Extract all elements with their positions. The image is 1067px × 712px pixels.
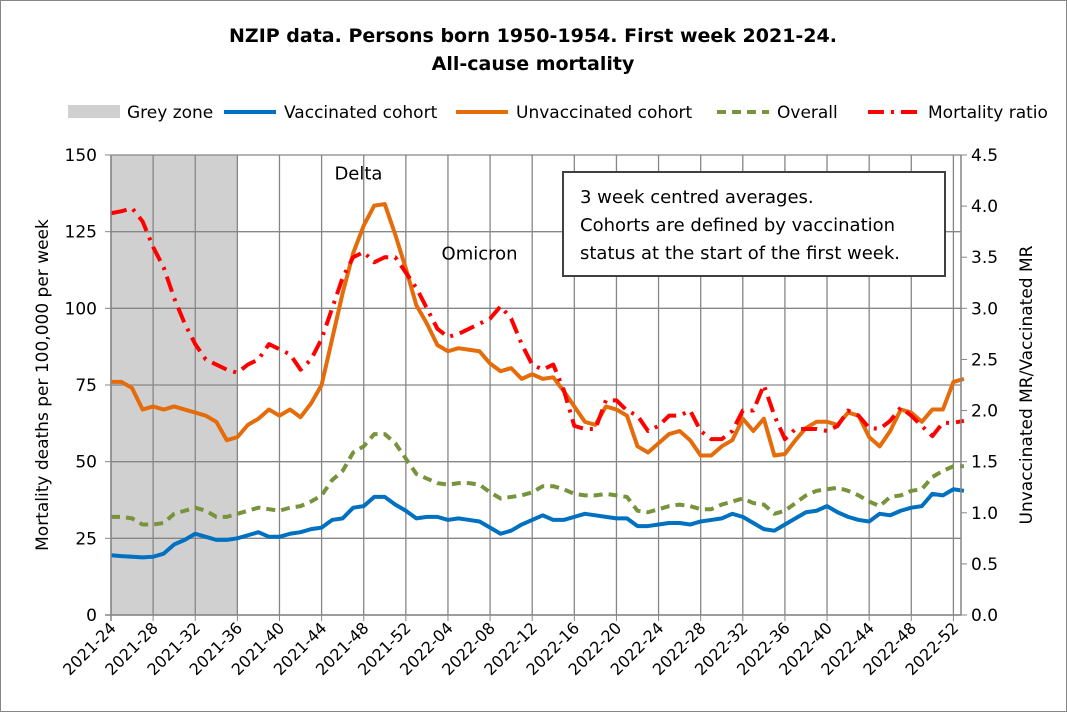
series-group: [110, 202, 965, 560]
legend-label-mortality-ratio: Mortality ratio: [928, 103, 1048, 123]
series-line-unvaccinated-cohort: [111, 202, 965, 458]
note-line-3: status at the start of the first week.: [580, 243, 900, 264]
annotations: Delta Omicron: [334, 164, 517, 265]
series-line-vaccinated-cohort: [110, 487, 965, 560]
chart-title-line1: NZIP data. Persons born 1950-1954. First…: [229, 25, 837, 47]
note-box: 3 week centred averages. Cohorts are def…: [562, 171, 946, 277]
y-tick-label: 100: [65, 299, 97, 319]
y2-tick-label: 2.5: [971, 350, 998, 370]
legend-label-grey-zone: Grey zone: [127, 103, 213, 123]
annotation-omicron: Omicron: [442, 243, 518, 264]
legend-swatch-grey-zone: [68, 105, 120, 118]
y-tick-label: 50: [75, 453, 97, 473]
chart-title-line2: All-cause mortality: [432, 53, 635, 75]
y2-tick-label: 0.5: [971, 555, 998, 575]
y2-axis-label: Unvaccinated MR/Vaccinated MR: [1017, 245, 1037, 524]
y-tick-label: 25: [75, 529, 97, 549]
note-box-border: [562, 171, 946, 277]
series-line-mortality-ratio: [110, 206, 965, 442]
y-tick-label: 0: [86, 606, 97, 626]
y-tick-label: 150: [65, 146, 97, 166]
y2-tick-label: 1.0: [971, 504, 998, 524]
legend-label-vaccinated-cohort: Vaccinated cohort: [284, 103, 438, 123]
y2-tick-label: 4.5: [971, 146, 998, 166]
y2-tick-label: 4.0: [971, 197, 998, 217]
legend: Grey zone Vaccinated cohort Unvaccinated c…: [68, 103, 1048, 123]
note-line-2: Cohorts are defined by vaccination: [580, 215, 895, 236]
y2-tick-label: 1.5: [971, 453, 998, 473]
y-tick-label: 75: [75, 376, 97, 396]
y2-tick-label: 3.5: [971, 248, 998, 268]
legend-label-overall: Overall: [777, 103, 838, 123]
legend-label-unvaccinated-cohort: Unvaccinated cohort: [516, 103, 693, 123]
y2-tick-label: 3.0: [971, 299, 998, 319]
note-line-1: 3 week centred averages.: [580, 187, 814, 208]
y-axis-label: Mortality deaths per 100,000 per week: [33, 219, 53, 551]
y2-tick-label: 0.0: [971, 606, 998, 626]
annotation-delta: Delta: [334, 164, 382, 185]
y2-tick-label: 2.0: [971, 402, 998, 422]
y-tick-label: 125: [65, 223, 97, 243]
series-line-overall: [111, 432, 964, 527]
